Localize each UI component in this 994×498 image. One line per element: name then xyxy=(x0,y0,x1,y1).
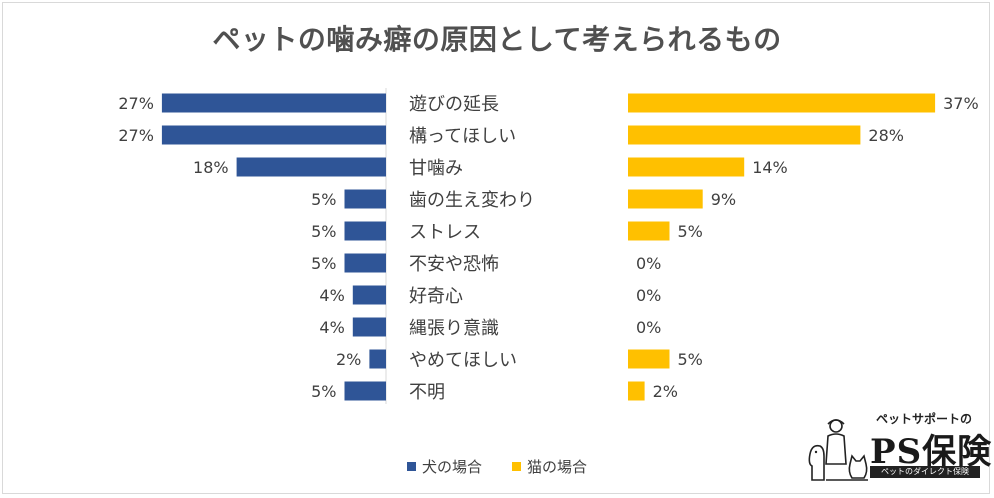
category-label-2: 甘噛み xyxy=(409,158,463,179)
chart-title: ペットの噛み癖の原因として考えられるもの xyxy=(212,23,782,56)
cat-value-label-0: 37% xyxy=(943,94,979,113)
legend: 犬の場合 猫の場合 xyxy=(0,456,994,477)
dog-value-label-4: 5% xyxy=(311,222,336,241)
dog-value-label-3: 5% xyxy=(311,190,336,209)
category-label-8: やめてほしい xyxy=(409,350,517,371)
dog-value-label-9: 5% xyxy=(311,382,336,401)
logo-tagline: ペットサポートの xyxy=(876,412,973,426)
cat-value-label-7: 0% xyxy=(636,318,661,337)
cat-bar-0 xyxy=(628,93,936,113)
pet-and-owner-illustration-icon xyxy=(808,419,868,481)
legend-label-dog: 犬の場合 xyxy=(421,458,482,476)
dog-bar-7 xyxy=(352,317,386,337)
dog-bar-9 xyxy=(344,381,386,401)
cat-value-label-4: 5% xyxy=(678,222,703,241)
logo-subline: ペットのダイレクト保険 xyxy=(870,466,980,478)
dog-value-label-1: 27% xyxy=(118,126,154,145)
cat-bar-3 xyxy=(628,189,703,209)
dog-value-label-8: 2% xyxy=(336,350,361,369)
legend-item-dog: 犬の場合 xyxy=(406,456,482,477)
cat-value-label-9: 2% xyxy=(653,382,678,401)
dog-value-label-0: 27% xyxy=(118,94,154,113)
logo-name: PS保険 xyxy=(870,432,993,472)
legend-swatch-dog xyxy=(406,462,416,471)
dog-bar-6 xyxy=(352,285,386,305)
dog-value-label-6: 4% xyxy=(319,286,344,305)
cat-value-label-1: 28% xyxy=(868,126,904,145)
cat-bar-1 xyxy=(628,125,861,145)
cat-value-label-8: 5% xyxy=(678,350,703,369)
cat-value-label-2: 14% xyxy=(752,158,788,177)
cat-bar-8 xyxy=(628,349,670,369)
dog-bar-2 xyxy=(236,157,386,177)
dog-value-label-5: 5% xyxy=(311,254,336,273)
cat-value-label-5: 0% xyxy=(636,254,661,273)
cat-value-label-6: 0% xyxy=(636,286,661,305)
dog-bar-0 xyxy=(161,93,386,113)
dog-bar-5 xyxy=(344,253,386,273)
ps-hoken-logo: ペットサポートの PS保険 ペットのダイレクト保険 xyxy=(806,408,991,488)
category-label-1: 構ってほしい xyxy=(409,126,516,147)
category-label-9: 不明 xyxy=(409,382,445,403)
dog-value-label-7: 4% xyxy=(319,318,344,337)
cat-bar-4 xyxy=(628,221,670,241)
dog-bar-3 xyxy=(344,189,386,209)
category-label-0: 遊びの延長 xyxy=(409,94,499,115)
cat-value-label-3: 9% xyxy=(711,190,736,209)
category-label-3: 歯の生え変わり xyxy=(409,190,535,211)
category-label-6: 好奇心 xyxy=(409,286,463,307)
legend-label-cat: 猫の場合 xyxy=(527,458,588,476)
category-label-4: ストレス xyxy=(409,222,481,243)
category-label-7: 縄張り意識 xyxy=(409,318,499,339)
legend-swatch-cat xyxy=(512,462,521,471)
dog-bar-1 xyxy=(161,125,386,145)
legend-item-cat: 猫の場合 xyxy=(512,456,587,477)
category-label-5: 不安や恐怖 xyxy=(409,254,499,275)
dog-value-label-2: 18% xyxy=(193,158,229,177)
cat-bar-2 xyxy=(628,157,745,177)
dog-bar-8 xyxy=(369,349,386,369)
cat-bar-9 xyxy=(628,381,645,401)
dog-bar-4 xyxy=(344,221,386,241)
